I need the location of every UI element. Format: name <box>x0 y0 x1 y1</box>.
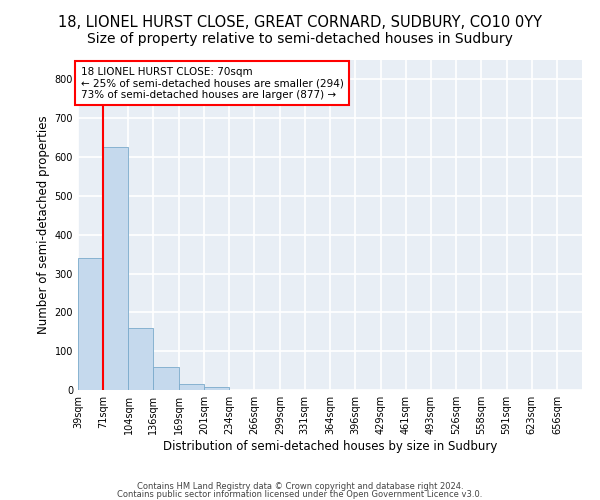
Text: Contains HM Land Registry data © Crown copyright and database right 2024.: Contains HM Land Registry data © Crown c… <box>137 482 463 491</box>
Bar <box>78 258 103 390</box>
Bar <box>204 387 229 390</box>
Bar <box>103 148 128 390</box>
Text: Contains public sector information licensed under the Open Government Licence v3: Contains public sector information licen… <box>118 490 482 499</box>
Y-axis label: Number of semi-detached properties: Number of semi-detached properties <box>37 116 50 334</box>
Bar <box>128 328 154 390</box>
Text: 18 LIONEL HURST CLOSE: 70sqm
← 25% of semi-detached houses are smaller (294)
73%: 18 LIONEL HURST CLOSE: 70sqm ← 25% of se… <box>80 66 343 100</box>
Text: Size of property relative to semi-detached houses in Sudbury: Size of property relative to semi-detach… <box>87 32 513 46</box>
Text: 18, LIONEL HURST CLOSE, GREAT CORNARD, SUDBURY, CO10 0YY: 18, LIONEL HURST CLOSE, GREAT CORNARD, S… <box>58 15 542 30</box>
X-axis label: Distribution of semi-detached houses by size in Sudbury: Distribution of semi-detached houses by … <box>163 440 497 453</box>
Bar <box>154 368 179 390</box>
Bar <box>179 384 204 390</box>
